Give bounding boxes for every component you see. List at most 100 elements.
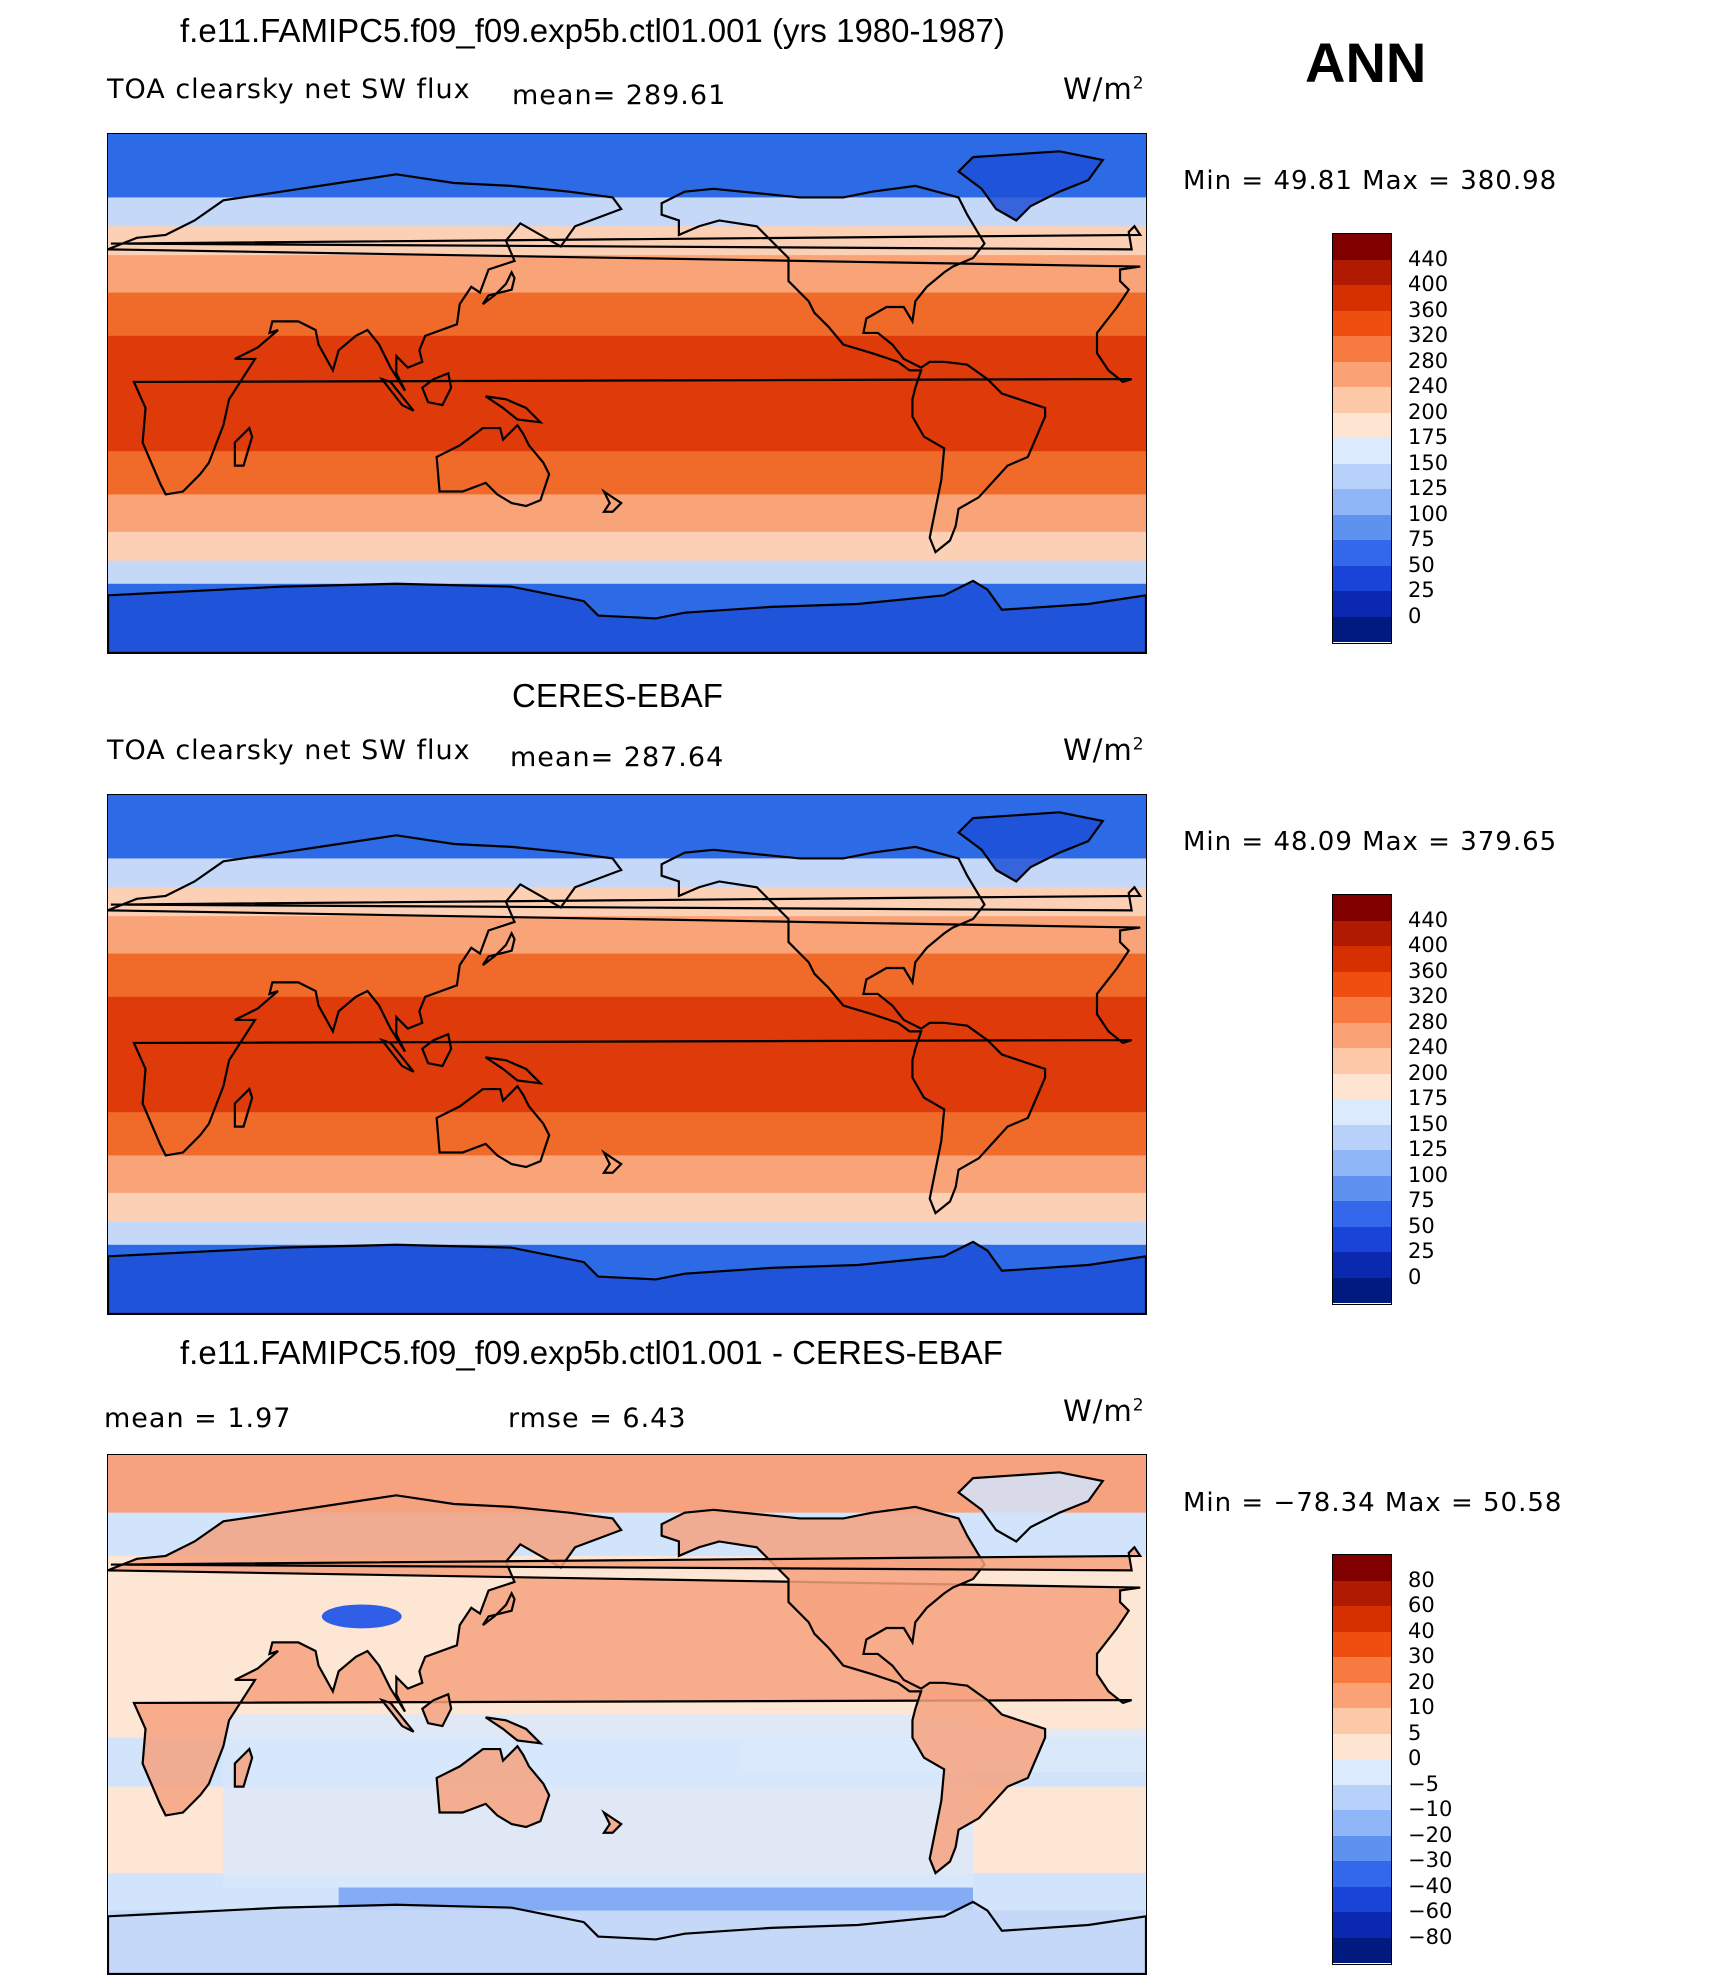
coastline-antarctica [108, 1900, 1146, 1974]
colorbar-cell [1333, 1657, 1391, 1683]
colorbar-cell [1333, 1252, 1391, 1278]
colorbar-tick-label: 25 [1408, 578, 1435, 602]
latitude-band [108, 335, 1146, 453]
colorbar-cell [1333, 971, 1391, 997]
colorbar-cell [1333, 1631, 1391, 1657]
colorbar-tick-label: 125 [1408, 476, 1449, 500]
coastline-uk [110, 1545, 1143, 1572]
coastline-madagascar [233, 1087, 254, 1128]
mean-label: mean= 287.64 [510, 742, 725, 773]
colorbar-cell [1333, 1201, 1391, 1227]
mean-label: mean= 289.61 [512, 80, 727, 111]
panel-title: f.e11.FAMIPC5.f09_f09.exp5b.ctl01.001 - … [180, 1334, 1003, 1371]
tibet-anomaly [321, 1604, 402, 1629]
coastline-uk [110, 885, 1143, 912]
coastline-uk [110, 224, 1143, 251]
colorbar-tick-label: 440 [1408, 907, 1449, 932]
colorbar-tick-label: 125 [1408, 1137, 1449, 1161]
colorbar-cell [1333, 1277, 1391, 1303]
coastline-americas [660, 1505, 1047, 1875]
colorbar-tick-label: 25 [1408, 1239, 1435, 1263]
latitude-band [108, 494, 1146, 533]
colorbar-tick-label: 10 [1408, 1695, 1435, 1719]
colorbar-cell [1333, 310, 1391, 336]
colorbar-tick-label: 150 [1408, 1111, 1449, 1136]
colorbar-cell [1333, 1708, 1391, 1734]
panel-title: f.e11.FAMIPC5.f09_f09.exp5b.ctl01.001 (y… [180, 12, 1005, 49]
coastline-nz [601, 1149, 623, 1174]
coastline-sumatra [378, 1697, 415, 1733]
colorbar-cell [1333, 616, 1391, 642]
coastline-nz [601, 1809, 623, 1834]
latitude-band [108, 451, 1146, 496]
coastline-africa-eurasia [108, 1494, 1141, 1817]
coastline-newguinea [485, 1716, 544, 1745]
colorbar-tick-label: 440 [1408, 246, 1449, 271]
coastline-newguinea [485, 1056, 544, 1085]
colorbar-tick-label: 360 [1408, 958, 1449, 983]
colorbar-cell [1333, 1606, 1391, 1632]
colorbar-cell [1333, 514, 1391, 540]
colorbar-cell [1333, 1226, 1391, 1252]
rmse-label: rmse = 6.43 [508, 1403, 687, 1434]
colorbar-cell [1333, 1580, 1391, 1606]
colorbar-tick-label: 20 [1408, 1669, 1435, 1694]
coastline-japan [481, 930, 516, 967]
colorbar-tick-label: 0 [1408, 1746, 1422, 1770]
coastline-borneo [420, 371, 453, 407]
colorbar-cell [1333, 946, 1391, 972]
colorbar-cell [1333, 489, 1391, 515]
colorbar-tick-label: −60 [1408, 1899, 1453, 1923]
anomaly-region [338, 1887, 973, 1911]
colorbar-cell [1333, 1733, 1391, 1759]
colorbar-tick-label: 80 [1408, 1567, 1435, 1592]
colorbar-cell [1333, 1784, 1391, 1810]
colorbar-tick-label: 175 [1408, 425, 1449, 449]
colorbar-cell [1333, 387, 1391, 413]
colorbar-cell [1333, 285, 1391, 311]
latitude-band [108, 1112, 1146, 1157]
latitude-band [108, 255, 1146, 294]
colorbar-tick-label: 0 [1408, 603, 1422, 628]
colorbar-tick-label: −5 [1408, 1771, 1439, 1796]
map-obs [107, 794, 1147, 1315]
colorbar-cell [1333, 1124, 1391, 1150]
coastline-madagascar [233, 1747, 254, 1788]
colorbar-cell [1333, 1048, 1391, 1074]
colorbar-tick-label: 360 [1408, 297, 1449, 322]
colorbar-tick-label: 150 [1408, 450, 1449, 475]
colorbar-tick-label: 240 [1408, 1035, 1449, 1059]
colorbar-tick-label: 400 [1408, 272, 1449, 296]
latitude-band [108, 560, 1146, 585]
units-label: W/m2 [1063, 72, 1145, 106]
colorbar-tick-label: 5 [1408, 1720, 1422, 1745]
map-model [107, 133, 1147, 654]
colorbar-tick-label: 200 [1408, 1060, 1449, 1085]
season-label: ANN [1305, 31, 1427, 94]
colorbar-tick-label: −10 [1408, 1797, 1453, 1821]
colorbar-cell [1333, 336, 1391, 362]
colorbar-tick-label: 400 [1408, 933, 1449, 957]
colorbar-cell [1333, 234, 1391, 260]
colorbar-tick-label: 320 [1408, 984, 1449, 1008]
coastline-americas [660, 845, 1047, 1215]
colorbar-cell [1333, 1555, 1391, 1581]
colorbar-tick-label: 75 [1408, 1188, 1435, 1212]
colorbar-cell [1333, 895, 1391, 921]
latitude-band [108, 292, 1146, 337]
coastline-japan [481, 1590, 516, 1627]
colorbar-tick-label: 280 [1408, 1009, 1449, 1034]
min-max-label: Min = 48.09 Max = 379.65 [1183, 827, 1558, 857]
colorbar-tick-label: 75 [1408, 527, 1435, 551]
latitude-band [108, 996, 1146, 1114]
colorbar-tick-label: −80 [1408, 1924, 1453, 1949]
colorbar-cell [1333, 1099, 1391, 1125]
coastline-americas [660, 184, 1047, 554]
colorbar-cell [1333, 1886, 1391, 1912]
coastline-greenland [956, 811, 1105, 883]
latitude-band [108, 1192, 1146, 1223]
colorbar-cell [1333, 540, 1391, 566]
colorbar-tick-label: 240 [1408, 374, 1449, 398]
colorbar-cell [1333, 1937, 1391, 1963]
colorbar-cell [1333, 1835, 1391, 1861]
